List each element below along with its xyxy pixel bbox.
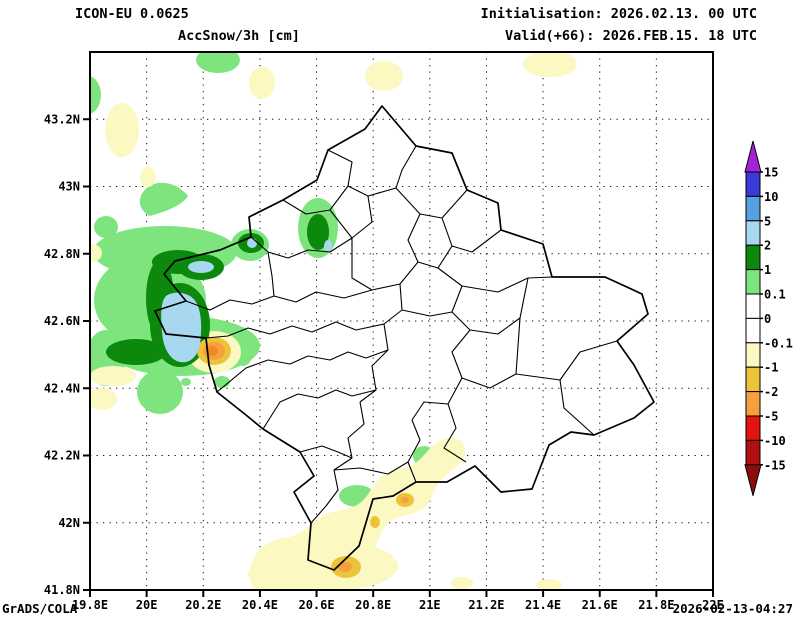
x-tick-label: 20.6E (298, 598, 334, 612)
colorbar-level-label: -10 (764, 434, 786, 448)
y-tick-label: 43N (58, 180, 80, 194)
colorbar-level-label: 0.1 (764, 288, 786, 302)
snow-shading-field (90, 52, 577, 590)
colorbar-segment (745, 293, 761, 319)
grads-credit: GrADS/COLA (2, 601, 78, 616)
colorbar-legend: 15 10 5 2 1 0.1 0 -0.1 -1 -2 -5 -10 -15 (744, 140, 793, 496)
x-axis: 19.8E 20E 20.2E 20.4E 20.6E 20.8E 21E 21.2E 21.4… (72, 590, 724, 612)
colorbar-level-label: -2 (764, 385, 778, 399)
x-tick-label: 21.8E (638, 598, 674, 612)
y-tick-label: 42N (58, 516, 80, 530)
valid-time-label: Valid(+66): 2026.FEB.15. 18 UTC (505, 28, 757, 44)
colorbar-level-label: 5 (764, 214, 771, 228)
y-tick-label: 42.4N (44, 381, 80, 395)
x-tick-label: 20.2E (185, 598, 221, 612)
colorbar-segment (745, 366, 761, 393)
colorbar-segment (745, 244, 761, 271)
y-tick-label: 42.8N (44, 247, 80, 261)
y-tick-label: 42.2N (44, 449, 80, 463)
x-tick-label: 19.8E (72, 598, 108, 612)
colorbar-level-label: -0.1 (764, 336, 793, 350)
x-tick-label: 20E (136, 598, 158, 612)
colorbar-level-label: -1 (764, 361, 778, 375)
creation-timestamp: 2026-02-13-04:27 (673, 601, 793, 616)
x-tick-label: 21E (419, 598, 441, 612)
municipal-boundaries (185, 145, 618, 524)
y-axis: 43.2N 43N 42.8N 42.6N 42.4N 42.2N 42N 41.8N (44, 112, 90, 597)
x-tick-label: 22E (702, 598, 724, 612)
x-tick-label: 20.4E (242, 598, 278, 612)
colorbar-level-label: -15 (764, 458, 786, 472)
colorbar-segment (745, 439, 761, 466)
shading-light-blue-2-5cm (161, 238, 332, 363)
y-tick-label: 43.2N (44, 112, 80, 126)
x-tick-label: 21.6E (582, 598, 618, 612)
colorbar-arrow-below-min (744, 464, 762, 496)
colorbar-segment (745, 415, 761, 441)
kosovo-border (154, 105, 655, 571)
colorbar-level-label: 2 (764, 239, 771, 253)
colorbar-level-label: -5 (764, 410, 778, 424)
x-tick-label: 20.8E (355, 598, 391, 612)
colorbar-segment (745, 220, 761, 246)
init-time-label: Initialisation: 2026.02.13. 00 UTC (481, 6, 757, 22)
y-tick-label: 42.6N (44, 314, 80, 328)
variable-title: AccSnow/3h [cm] (178, 28, 300, 44)
model-title: ICON-EU 0.0625 (75, 6, 189, 22)
colorbar-segment (745, 317, 761, 344)
colorbar-level-label: 1 (764, 263, 771, 277)
colorbar-segment (745, 269, 761, 295)
colorbar-segment (745, 342, 761, 368)
colorbar-arrow-above-max (744, 140, 762, 173)
colorbar-segment (745, 391, 761, 417)
colorbar-level-label: 0 (764, 312, 771, 326)
x-tick-label: 21.2E (468, 598, 504, 612)
colorbar-level-label: 15 (764, 166, 778, 180)
x-tick-label: 21.4E (525, 598, 561, 612)
colorbar-segment (745, 195, 761, 222)
map-borders (154, 105, 655, 571)
colorbar-segment (745, 171, 761, 197)
y-tick-label: 41.8N (44, 583, 80, 597)
colorbar-level-label: 10 (764, 190, 778, 204)
